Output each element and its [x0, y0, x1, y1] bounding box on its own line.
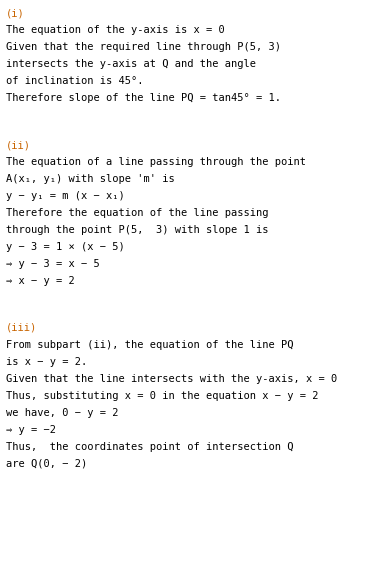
Text: From subpart (ii), the equation of the line PQ: From subpart (ii), the equation of the l…: [6, 340, 294, 350]
Text: The equation of the y-axis is x = 0: The equation of the y-axis is x = 0: [6, 25, 225, 35]
Text: ⇒ y − 3 = x − 5: ⇒ y − 3 = x − 5: [6, 259, 100, 269]
Text: (ii): (ii): [6, 140, 31, 150]
Text: y − y₁ = m (x − x₁): y − y₁ = m (x − x₁): [6, 191, 125, 201]
Text: The equation of a line passing through the point: The equation of a line passing through t…: [6, 157, 306, 167]
Text: Thus,  the coordinates point of intersection Q: Thus, the coordinates point of intersect…: [6, 442, 294, 452]
Text: Given that the required line through P(5, 3): Given that the required line through P(5…: [6, 42, 281, 52]
Text: A(x₁, y₁) with slope 'm' is: A(x₁, y₁) with slope 'm' is: [6, 174, 175, 184]
Text: (i): (i): [6, 8, 25, 18]
Text: Thus, substituting x = 0 in the equation x − y = 2: Thus, substituting x = 0 in the equation…: [6, 391, 318, 401]
Text: y − 3 = 1 × (x − 5): y − 3 = 1 × (x − 5): [6, 242, 125, 252]
Text: Given that the line intersects with the y-axis, x = 0: Given that the line intersects with the …: [6, 374, 337, 384]
Text: through the point P(5,  3) with slope 1 is: through the point P(5, 3) with slope 1 i…: [6, 225, 269, 235]
Text: Therefore slope of the line PQ = tan45° = 1.: Therefore slope of the line PQ = tan45° …: [6, 93, 281, 103]
Text: ⇒ x − y = 2: ⇒ x − y = 2: [6, 276, 75, 286]
Text: of inclination is 45°.: of inclination is 45°.: [6, 76, 144, 86]
Text: (iii): (iii): [6, 323, 37, 333]
Text: Therefore the equation of the line passing: Therefore the equation of the line passi…: [6, 208, 269, 218]
Text: ⇒ y = −2: ⇒ y = −2: [6, 425, 56, 435]
Text: intersects the y-axis at Q and the angle: intersects the y-axis at Q and the angle: [6, 59, 256, 69]
Text: is x − y = 2.: is x − y = 2.: [6, 357, 87, 367]
Text: are Q(0, − 2): are Q(0, − 2): [6, 459, 87, 469]
Text: we have, 0 − y = 2: we have, 0 − y = 2: [6, 408, 119, 418]
